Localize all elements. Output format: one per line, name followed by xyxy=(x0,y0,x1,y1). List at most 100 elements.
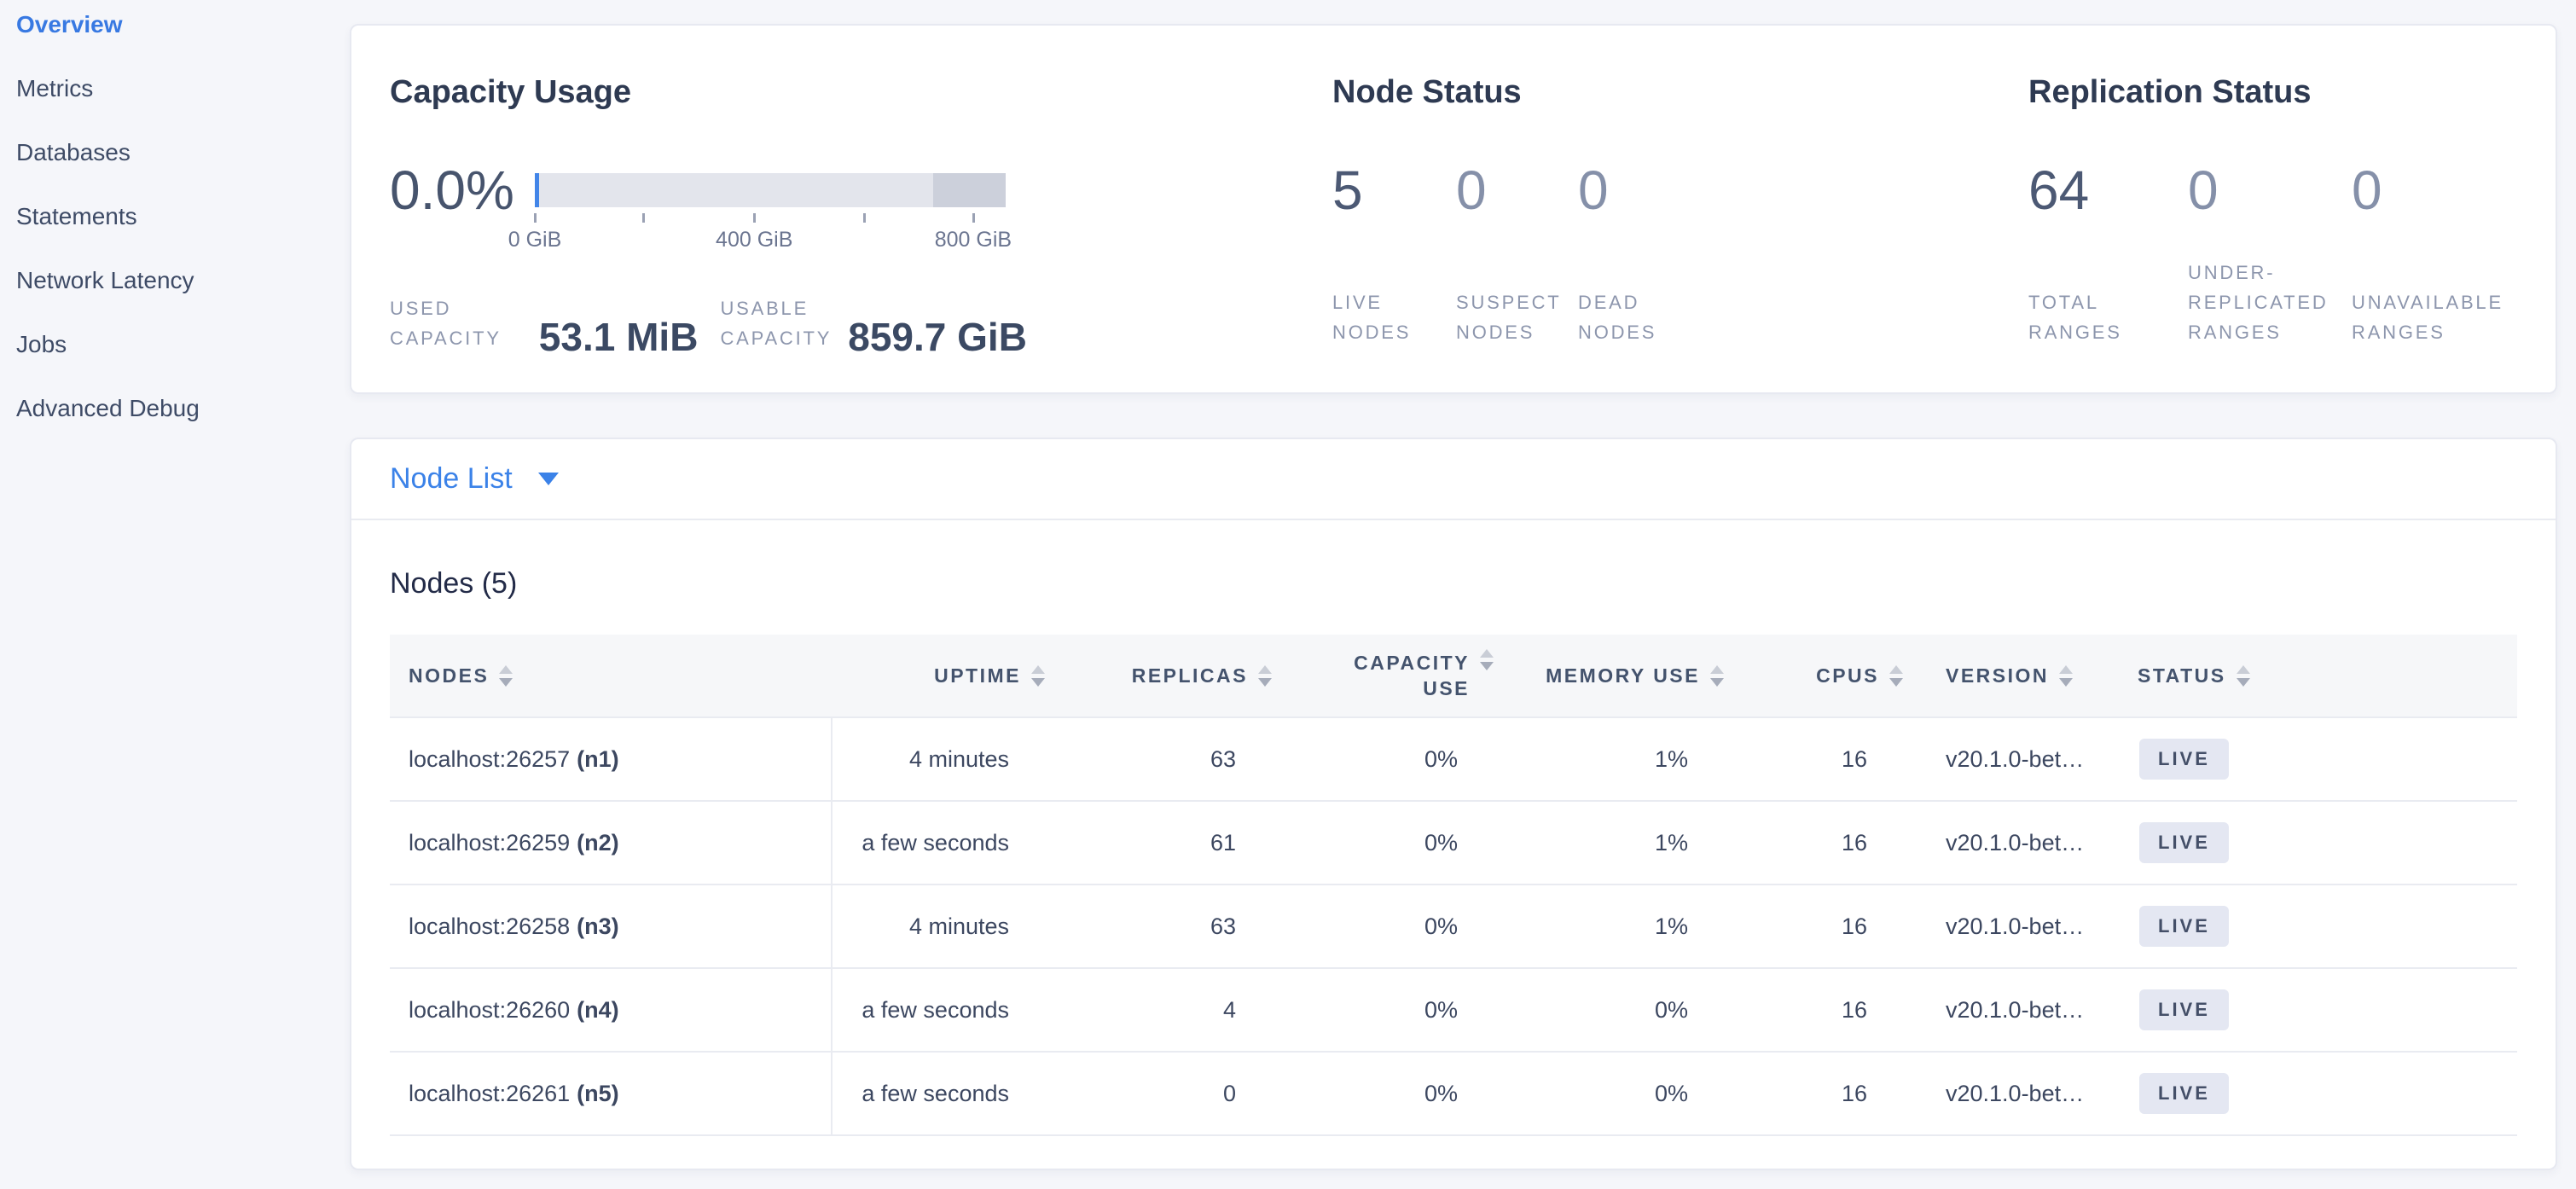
sidebar-item-databases[interactable]: Databases xyxy=(16,138,131,165)
view-selector-row: Node List xyxy=(351,439,2556,520)
total-ranges-metric: 64 TOTAL RANGES xyxy=(2028,74,2188,347)
axis-tick-label: 400 GiB xyxy=(716,228,793,252)
sort-icon xyxy=(1710,664,1724,687)
cell-cpus: 16 xyxy=(1841,996,1867,1023)
status-badge: LIVE xyxy=(2139,739,2229,780)
cell-capacity-use: 0% xyxy=(1424,913,1458,939)
cell-version: v20.1.0-bet… xyxy=(1946,996,2085,1023)
cell-capacity-use: 0% xyxy=(1424,996,1458,1023)
node-list-selector[interactable]: Node List xyxy=(390,462,559,496)
axis-tick-mark xyxy=(534,213,537,223)
table-row[interactable]: localhost:26257 (n1) 4 minutes 63 0% 1% … xyxy=(390,718,2517,802)
column-header-label: VERSION xyxy=(1946,664,2050,687)
under-replicated-ranges-label: UNDER- REPLICATED RANGES xyxy=(2188,262,2329,343)
suspect-nodes-metric: 0 SUSPECT NODES xyxy=(1456,74,1578,347)
cell-uptime: 4 minutes xyxy=(908,913,1009,939)
cell-cpus: 16 xyxy=(1841,829,1867,856)
table-row[interactable]: localhost:26260 (n4) a few seconds 4 0% … xyxy=(390,969,2517,1053)
cell-replicas: 61 xyxy=(1210,829,1236,856)
capacity-bar-chart: 0 GiB 400 GiB 800 GiB xyxy=(508,173,1012,258)
sidebar-item-metrics[interactable]: Metrics xyxy=(16,74,94,102)
nodes-table: NODES UPTIME REPLICAS CAPACITY USE MEMOR… xyxy=(390,635,2517,1136)
node-id: (n2) xyxy=(577,829,619,856)
cell-replicas: 63 xyxy=(1210,745,1236,772)
sidebar-item-advanced-debug[interactable]: Advanced Debug xyxy=(16,394,200,421)
cell-status: LIVE xyxy=(2132,969,2521,1051)
cell-node-address: localhost:26261 (n5) xyxy=(390,1053,833,1134)
capacity-bar xyxy=(535,173,1006,207)
node-list-selector-label: Node List xyxy=(390,462,513,495)
sort-icon xyxy=(1889,664,1903,687)
node-address: localhost:26260 xyxy=(409,996,571,1023)
capacity-used-percent: 0.0% xyxy=(390,160,514,221)
column-header-status[interactable]: STATUS xyxy=(2132,635,2521,716)
under-replicated-ranges-value: 0 xyxy=(2188,160,2219,221)
column-header-cpus[interactable]: CPUS xyxy=(1724,635,1903,716)
cell-version: v20.1.0-bet… xyxy=(1946,745,2085,772)
sort-icon xyxy=(1480,649,1494,670)
cell-cpus: 16 xyxy=(1841,913,1867,939)
cell-memory-use: 0% xyxy=(1654,1080,1688,1106)
usable-capacity-label: USABLE CAPACITY xyxy=(720,298,833,349)
sort-icon xyxy=(499,664,513,687)
column-header-memory-use[interactable]: MEMORY USE xyxy=(1494,635,1724,716)
sidebar-item-statements[interactable]: Statements xyxy=(16,202,137,229)
cell-status: LIVE xyxy=(2132,1053,2521,1134)
cell-cpus: 16 xyxy=(1841,1080,1867,1106)
cell-memory-use: 1% xyxy=(1654,745,1688,772)
dead-nodes-metric: 0 DEAD NODES xyxy=(1578,74,1714,347)
column-header-label: UPTIME xyxy=(934,664,1021,687)
status-badge: LIVE xyxy=(2139,989,2229,1030)
cell-node-address: localhost:26259 (n2) xyxy=(390,802,833,884)
column-header-uptime[interactable]: UPTIME xyxy=(833,635,1045,716)
axis-tick-label: 0 GiB xyxy=(508,228,562,252)
live-nodes-value: 5 xyxy=(1332,160,1363,221)
cell-uptime: a few seconds xyxy=(862,996,1009,1023)
live-nodes-metric: 5 LIVE NODES xyxy=(1332,74,1456,347)
capacity-usage-section: Capacity Usage 0.0% 0 GiB 400 GiB 800 GiB … xyxy=(390,74,1337,357)
axis-tick-mark xyxy=(862,213,866,223)
cell-uptime: 4 minutes xyxy=(908,745,1009,772)
node-address: localhost:26257 xyxy=(409,745,571,772)
cell-version: v20.1.0-bet… xyxy=(1946,913,2085,939)
column-header-version[interactable]: VERSION xyxy=(1903,635,2132,716)
status-badge: LIVE xyxy=(2139,906,2229,947)
suspect-nodes-label: SUSPECT NODES xyxy=(1456,292,1562,343)
column-header-replicas[interactable]: REPLICAS xyxy=(1045,635,1272,716)
column-header-capacity-use[interactable]: CAPACITY USE xyxy=(1272,635,1494,716)
dead-nodes-value: 0 xyxy=(1578,160,1609,221)
used-capacity-label: USED CAPACITY xyxy=(390,298,502,349)
column-header-label: NODES xyxy=(409,664,490,687)
cell-status: LIVE xyxy=(2132,802,2521,884)
sidebar-item-network-latency[interactable]: Network Latency xyxy=(16,266,194,293)
cluster-summary-card: Capacity Usage 0.0% 0 GiB 400 GiB 800 GiB … xyxy=(350,24,2557,394)
nodes-table-header: NODES UPTIME REPLICAS CAPACITY USE MEMOR… xyxy=(390,635,2517,718)
table-row[interactable]: localhost:26261 (n5) a few seconds 0 0% … xyxy=(390,1053,2517,1136)
cell-capacity-use: 0% xyxy=(1424,745,1458,772)
cell-node-address: localhost:26260 (n4) xyxy=(390,969,833,1051)
usable-capacity-value: 859.7 GiB xyxy=(848,315,1027,359)
column-header-nodes[interactable]: NODES xyxy=(390,635,833,716)
axis-tick-mark xyxy=(972,213,975,223)
cell-memory-use: 0% xyxy=(1654,996,1688,1023)
cell-node-address: localhost:26257 (n1) xyxy=(390,718,833,800)
capacity-bar-segment-usable-free xyxy=(535,173,933,207)
table-row[interactable]: localhost:26259 (n2) a few seconds 61 0%… xyxy=(390,802,2517,885)
unavailable-ranges-metric: 0 UNAVAILABLE RANGES xyxy=(2352,74,2531,347)
column-header-label: CAPACITY USE xyxy=(1354,652,1470,699)
cell-version: v20.1.0-bet… xyxy=(1946,1080,2085,1106)
cell-replicas: 4 xyxy=(1222,996,1236,1023)
node-address: localhost:26259 xyxy=(409,829,571,856)
node-list-card: Node List Nodes (5) NODES UPTIME REPLICA… xyxy=(350,438,2557,1170)
cell-node-address: localhost:26258 (n3) xyxy=(390,885,833,967)
sidebar-item-jobs[interactable]: Jobs xyxy=(16,330,67,357)
capacity-axis: 0 GiB 400 GiB 800 GiB xyxy=(508,207,1012,258)
used-capacity-value: 53.1 MiB xyxy=(538,315,699,359)
axis-tick-label: 800 GiB xyxy=(934,228,1012,252)
sidebar-item-overview[interactable]: Overview xyxy=(16,10,123,38)
table-row[interactable]: localhost:26258 (n3) 4 minutes 63 0% 1% … xyxy=(390,885,2517,969)
suspect-nodes-value: 0 xyxy=(1456,160,1487,221)
dead-nodes-label: DEAD NODES xyxy=(1578,292,1657,343)
cell-uptime: a few seconds xyxy=(862,1080,1009,1106)
sidebar-nav-list: Overview Metrics Databases Statements Ne… xyxy=(0,0,337,440)
